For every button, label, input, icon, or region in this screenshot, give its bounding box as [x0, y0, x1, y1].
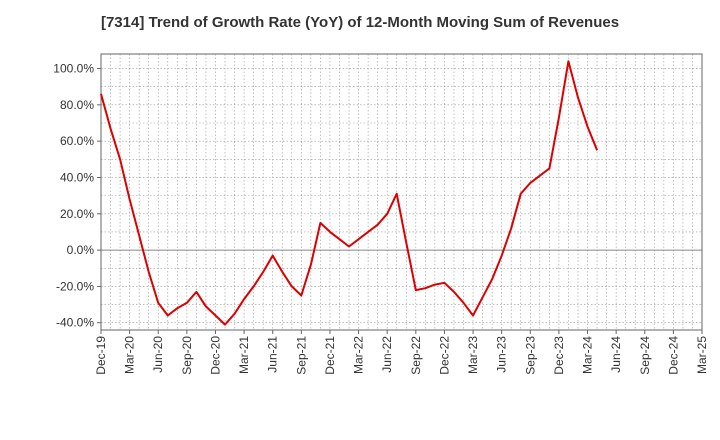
- x-tick-label: Dec-24: [666, 336, 680, 375]
- y-tick-label: 0.0%: [67, 243, 95, 257]
- y-tick-label: 20.0%: [60, 207, 94, 221]
- x-tick-label: Sep-20: [180, 336, 194, 375]
- x-tick-label: Mar-25: [695, 336, 709, 374]
- x-tick-label: Mar-22: [352, 336, 366, 374]
- x-tick-label: Sep-21: [294, 336, 308, 375]
- x-tick-label: Jun-21: [266, 336, 280, 373]
- x-tick-label: Sep-22: [409, 336, 423, 375]
- chart-title: [7314] Trend of Growth Rate (YoY) of 12-…: [100, 14, 620, 31]
- x-tick-label: Dec-21: [323, 336, 337, 375]
- x-tick-label: Mar-21: [237, 336, 251, 374]
- x-tick-label: Jun-23: [495, 336, 509, 373]
- x-tick-label: Mar-20: [123, 336, 137, 374]
- plot-background: [101, 54, 702, 330]
- x-tick-label: Dec-23: [552, 336, 566, 375]
- x-tick-label: Mar-23: [466, 336, 480, 374]
- y-tick-label: 80.0%: [60, 98, 94, 112]
- x-tick-label: Dec-20: [208, 336, 222, 375]
- x-tick-label: Jun-24: [609, 336, 623, 373]
- x-tick-label: Sep-24: [638, 336, 652, 375]
- y-tick-label: 40.0%: [60, 170, 94, 184]
- x-tick-label: Dec-19: [94, 336, 108, 375]
- y-tick-label: -40.0%: [56, 316, 94, 330]
- x-tick-label: Mar-24: [581, 336, 595, 374]
- x-tick-label: Sep-23: [523, 336, 537, 375]
- y-tick-label: 60.0%: [60, 134, 94, 148]
- series-line: [100, 60, 599, 326]
- x-tick-label: Dec-22: [437, 336, 451, 375]
- y-tick-label: -20.0%: [56, 279, 94, 293]
- y-tick-label: 100.0%: [53, 62, 94, 76]
- x-tick-label: Jun-22: [380, 336, 394, 373]
- plot-frame: [100, 53, 703, 331]
- x-tick-label: Jun-20: [151, 336, 165, 373]
